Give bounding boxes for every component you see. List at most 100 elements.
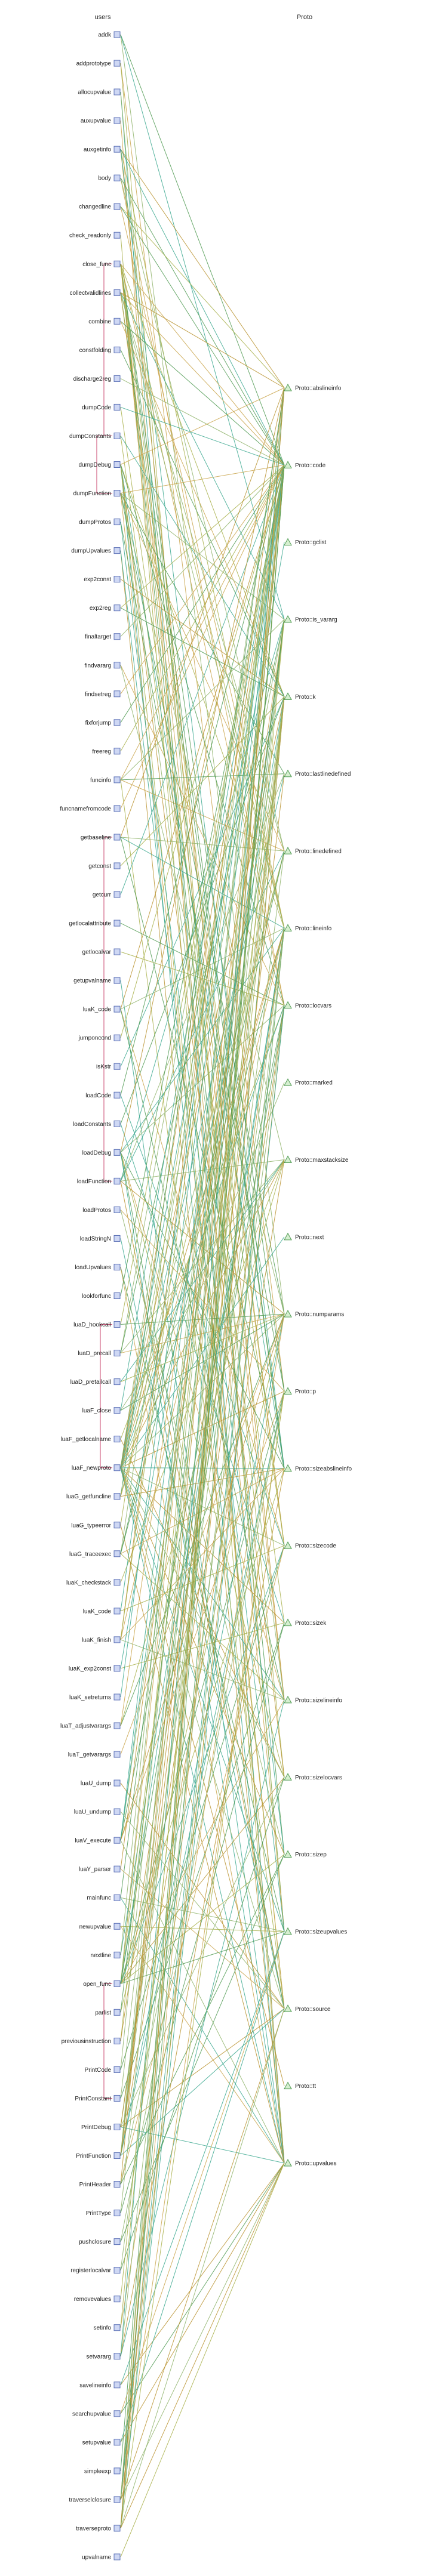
user-node-funcnamefromcode[interactable] bbox=[113, 805, 121, 812]
user-node-luaK_code[interactable] bbox=[113, 1005, 121, 1013]
user-node-close_func[interactable] bbox=[113, 260, 121, 267]
proto-node-Proto-locvars[interactable] bbox=[284, 1001, 292, 1009]
user-node-traverselclosure[interactable] bbox=[113, 2496, 121, 2503]
proto-node-Proto-code[interactable] bbox=[284, 461, 292, 468]
proto-node-Proto-sizep[interactable] bbox=[284, 1850, 292, 1858]
user-node-dumpCode[interactable] bbox=[113, 403, 121, 411]
user-node-dumpUpvalues[interactable] bbox=[113, 547, 121, 554]
user-node-luaG_getfuncline[interactable] bbox=[113, 1493, 121, 1500]
proto-node-Proto-sizeabslineinfo[interactable] bbox=[284, 1464, 292, 1472]
user-node-removevalues[interactable] bbox=[113, 2296, 121, 2303]
user-node-addk[interactable] bbox=[113, 31, 121, 38]
user-node-traverseproto[interactable] bbox=[113, 2525, 121, 2532]
user-node-setvararg[interactable] bbox=[113, 2353, 121, 2360]
user-node-auxgetinfo[interactable] bbox=[113, 146, 121, 153]
user-node-luaK_checkstack[interactable] bbox=[113, 1579, 121, 1586]
user-node-findvararg[interactable] bbox=[113, 662, 121, 669]
user-node-loadStringN[interactable] bbox=[113, 1235, 121, 1242]
proto-node-Proto-sizeupvalues[interactable] bbox=[284, 1927, 292, 1935]
user-node-parlist[interactable] bbox=[113, 2009, 121, 2016]
user-node-PrintHeader[interactable] bbox=[113, 2181, 121, 2188]
user-node-loadCode[interactable] bbox=[113, 1091, 121, 1099]
user-node-mainfunc[interactable] bbox=[113, 1894, 121, 1901]
user-node-dumpProtos[interactable] bbox=[113, 519, 121, 526]
user-node-luaK_code[interactable] bbox=[113, 1608, 121, 1615]
user-node-getupvalname[interactable] bbox=[113, 977, 121, 984]
proto-node-Proto-sizelineinfo[interactable] bbox=[284, 1695, 292, 1704]
user-node-luaV_execute[interactable] bbox=[113, 1837, 121, 1844]
user-node-luaT_adjustvarargs[interactable] bbox=[113, 1722, 121, 1729]
user-node-findsetreg[interactable] bbox=[113, 690, 121, 698]
user-node-luaK_finish[interactable] bbox=[113, 1636, 121, 1643]
user-node-luaT_getvarargs[interactable] bbox=[113, 1751, 121, 1758]
proto-node-Proto-gclist[interactable] bbox=[284, 538, 292, 546]
proto-node-Proto-lastlinedefined[interactable] bbox=[284, 769, 292, 778]
user-node-getbaseline[interactable] bbox=[113, 834, 121, 841]
proto-node-Proto-source[interactable] bbox=[284, 2004, 292, 2012]
user-node-addprototype[interactable] bbox=[113, 60, 121, 67]
user-node-lookforfunc[interactable] bbox=[113, 1292, 121, 1299]
user-node-luaK_setreturns[interactable] bbox=[113, 1693, 121, 1701]
user-node-getconst[interactable] bbox=[113, 862, 121, 869]
user-node-PrintFunction[interactable] bbox=[113, 2152, 121, 2159]
proto-node-Proto-numparams[interactable] bbox=[284, 1310, 292, 1318]
user-node-luaD_pretailcall[interactable] bbox=[113, 1378, 121, 1386]
user-node-luaY_parser[interactable] bbox=[113, 1865, 121, 1872]
user-node-loadFunction[interactable] bbox=[113, 1177, 121, 1184]
proto-node-Proto-sizelocvars[interactable] bbox=[284, 1773, 292, 1781]
user-node-luaF_newproto[interactable] bbox=[113, 1464, 121, 1471]
user-node-upvalname[interactable] bbox=[113, 2553, 121, 2560]
user-node-dumpFunction[interactable] bbox=[113, 490, 121, 497]
proto-node-Proto-linedefined[interactable] bbox=[284, 847, 292, 854]
user-node-luaU_undump[interactable] bbox=[113, 1808, 121, 1815]
proto-node-Proto-p[interactable] bbox=[284, 1387, 292, 1395]
user-node-luaF_close[interactable] bbox=[113, 1407, 121, 1414]
user-node-funcinfo[interactable] bbox=[113, 776, 121, 783]
user-node-loadConstants[interactable] bbox=[113, 1120, 121, 1127]
user-node-jumponcond[interactable] bbox=[113, 1034, 121, 1041]
user-node-nextline[interactable] bbox=[113, 1951, 121, 1958]
user-node-PrintDebug[interactable] bbox=[113, 2123, 121, 2130]
user-node-fixforjump[interactable] bbox=[113, 719, 121, 726]
user-node-finaltarget[interactable] bbox=[113, 633, 121, 640]
user-node-loadProtos[interactable] bbox=[113, 1206, 121, 1213]
user-node-luaU_dump[interactable] bbox=[113, 1779, 121, 1787]
user-node-setinfo[interactable] bbox=[113, 2324, 121, 2331]
proto-node-Proto-lineinfo[interactable] bbox=[284, 924, 292, 931]
user-node-dumpDebug[interactable] bbox=[113, 461, 121, 468]
user-node-registerlocalvar[interactable] bbox=[113, 2267, 121, 2274]
user-node-combine[interactable] bbox=[113, 317, 121, 325]
proto-node-Proto-tt[interactable] bbox=[284, 2081, 292, 2090]
proto-node-Proto-is_vararg[interactable] bbox=[284, 615, 292, 623]
user-node-dumpConstants[interactable] bbox=[113, 432, 121, 439]
user-node-freereg[interactable] bbox=[113, 748, 121, 755]
user-node-loadUpvalues[interactable] bbox=[113, 1263, 121, 1270]
user-node-newupvalue[interactable] bbox=[113, 1923, 121, 1930]
user-node-isKstr[interactable] bbox=[113, 1063, 121, 1070]
user-node-open_func[interactable] bbox=[113, 1980, 121, 1987]
user-node-luaD_hookcall[interactable] bbox=[113, 1321, 121, 1328]
proto-node-Proto-sizecode[interactable] bbox=[284, 1541, 292, 1549]
user-node-savelineinfo[interactable] bbox=[113, 2381, 121, 2389]
user-node-constfolding[interactable] bbox=[113, 346, 121, 353]
user-node-check_readonly[interactable] bbox=[113, 232, 121, 239]
user-node-luaF_getlocalname[interactable] bbox=[113, 1436, 121, 1443]
user-node-getlocalattribute[interactable] bbox=[113, 920, 121, 927]
user-node-exp2reg[interactable] bbox=[113, 604, 121, 612]
proto-node-Proto-k[interactable] bbox=[284, 692, 292, 700]
user-node-PrintConstant[interactable] bbox=[113, 2094, 121, 2102]
user-node-changedline[interactable] bbox=[113, 203, 121, 210]
proto-node-Proto-abslineinfo[interactable] bbox=[284, 383, 292, 391]
proto-node-Proto-upvalues[interactable] bbox=[284, 2158, 292, 2167]
user-node-pushclosure[interactable] bbox=[113, 2238, 121, 2245]
user-node-discharge2reg[interactable] bbox=[113, 375, 121, 382]
user-node-setupvalue[interactable] bbox=[113, 2439, 121, 2446]
proto-node-Proto-next[interactable] bbox=[284, 1232, 292, 1241]
user-node-luaG_typeerror[interactable] bbox=[113, 1522, 121, 1529]
user-node-simpleexp[interactable] bbox=[113, 2467, 121, 2475]
user-node-searchupvalue[interactable] bbox=[113, 2410, 121, 2417]
user-node-loadDebug[interactable] bbox=[113, 1149, 121, 1156]
user-node-PrintType[interactable] bbox=[113, 2210, 121, 2217]
user-node-previousinstruction[interactable] bbox=[113, 2037, 121, 2044]
user-node-luaG_traceexec[interactable] bbox=[113, 1550, 121, 1557]
